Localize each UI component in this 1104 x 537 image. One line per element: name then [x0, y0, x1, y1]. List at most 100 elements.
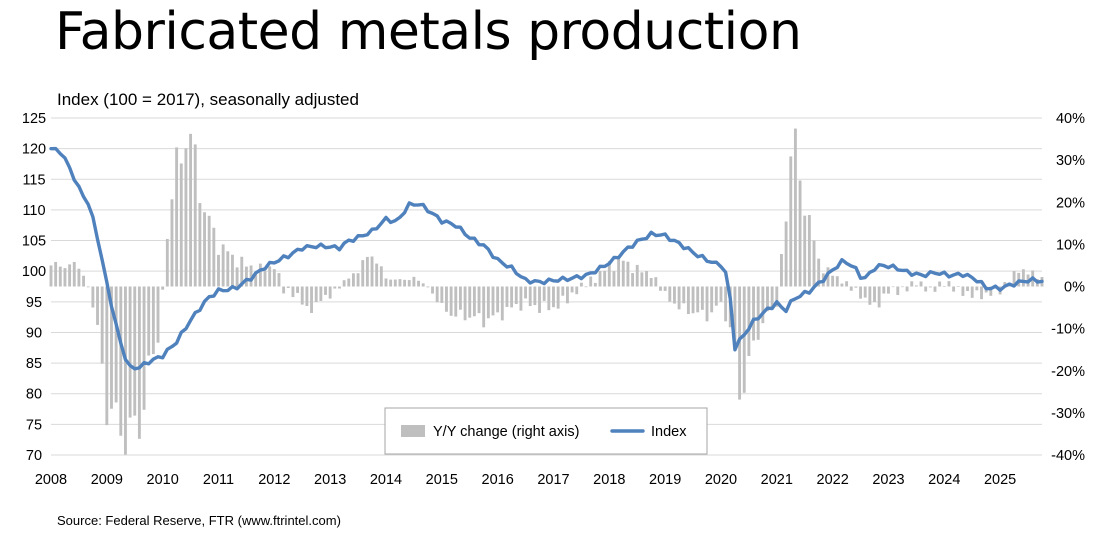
yoy-bar — [589, 276, 593, 287]
x-axis-tick-label: 2010 — [147, 472, 179, 488]
yoy-bar — [607, 261, 611, 287]
yoy-bar — [859, 286, 862, 299]
yoy-bar — [124, 286, 127, 455]
yoy-bar — [891, 286, 895, 288]
yoy-bar — [403, 279, 407, 287]
right-axis-tick-label: 40% — [1056, 111, 1085, 127]
yoy-bar — [900, 286, 904, 288]
yoy-bar — [472, 286, 476, 317]
yoy-bar — [733, 286, 737, 351]
yoy-bar — [351, 273, 355, 287]
chart-source: Source: Federal Reserve, FTR (www.ftrint… — [57, 513, 341, 528]
right-axis-tick-label: 0% — [1064, 280, 1085, 296]
right-axis-ticks: 40% 30% 20% 10% 0% -10% -20% -30% -40% — [1051, 111, 1085, 464]
yoy-bar — [412, 276, 416, 287]
yoy-bar — [389, 279, 393, 287]
left-axis-tick-label: 85 — [26, 356, 42, 372]
x-axis-tick-label: 2024 — [928, 472, 960, 488]
yoy-bar — [296, 286, 300, 293]
left-axis-tick-label: 115 — [22, 172, 45, 188]
yoy-bar — [96, 286, 99, 325]
yoy-bar — [240, 256, 244, 287]
yoy-bar — [714, 286, 718, 306]
yoy-bar — [868, 286, 872, 305]
yoy-bar — [910, 281, 914, 287]
yoy-bar — [798, 180, 802, 287]
yoy-bar — [961, 286, 965, 296]
yoy-bar — [752, 286, 755, 341]
left-axis-tick-label: 110 — [22, 203, 45, 219]
yoy-bar — [435, 286, 439, 303]
yoy-bar — [286, 286, 290, 288]
yoy-bar — [398, 279, 402, 287]
left-axis-tick-label: 80 — [26, 387, 42, 403]
yoy-bar — [119, 286, 123, 436]
legend-frame — [384, 407, 708, 455]
yoy-bar — [747, 286, 751, 357]
yoy-bar — [887, 286, 890, 294]
gridlines — [51, 117, 1042, 456]
yoy-bar — [91, 286, 95, 308]
yoy-bar — [463, 286, 467, 321]
yoy-bar — [365, 256, 369, 287]
yoy-bar — [989, 286, 993, 296]
yoy-bar — [854, 286, 858, 288]
yoy-bar — [640, 272, 644, 287]
yoy-bar — [914, 285, 918, 287]
yoy-bar — [375, 263, 379, 287]
yoy-bar — [142, 286, 146, 410]
yoy-bar — [440, 286, 444, 303]
yoy-bar — [896, 286, 900, 296]
left-axis-tick-label: 125 — [22, 111, 46, 127]
yoy-bar — [970, 286, 974, 298]
yoy-bar — [877, 286, 881, 308]
yoy-bar — [63, 268, 67, 287]
legend-line-label: Index — [651, 424, 687, 440]
yoy-bar — [328, 286, 332, 299]
yoy-bar — [393, 279, 397, 287]
yoy-bar — [766, 286, 769, 312]
yoy-bar — [817, 258, 821, 287]
yoy-bar — [333, 286, 337, 289]
yoy-bar — [952, 286, 956, 292]
x-axis-tick-label: 2017 — [537, 472, 569, 488]
yoy-bar — [137, 286, 141, 439]
yoy-bar — [938, 281, 942, 287]
yoy-bar — [491, 286, 495, 316]
x-axis-tick-label: 2009 — [91, 472, 123, 488]
x-axis-tick-label: 2011 — [203, 472, 234, 488]
legend-bar-swatch — [401, 425, 425, 437]
yoy-bar — [1021, 269, 1025, 287]
yoy-bar — [882, 286, 886, 294]
yoy-bar — [919, 281, 923, 287]
yoy-bar — [621, 260, 625, 287]
yoy-bar — [193, 144, 197, 287]
yoy-bar — [863, 286, 867, 298]
yoy-bar — [314, 286, 318, 302]
yoy-bar — [933, 286, 937, 292]
yoy-bar — [226, 251, 230, 287]
yoy-bar — [161, 286, 165, 290]
yoy-bar — [1012, 271, 1016, 287]
yoy-bar — [249, 265, 253, 287]
x-axis-tick-label: 2015 — [426, 472, 458, 488]
yoy-bar — [184, 148, 188, 287]
yoy-bar — [840, 283, 844, 287]
x-axis-tick-label: 2019 — [649, 472, 681, 488]
x-axis-ticks: 2008 2009 2010 2011 2012 2013 2014 2015 2016 2017… — [35, 472, 1016, 488]
yoy-bar — [538, 286, 541, 313]
yoy-bar — [379, 266, 383, 287]
yoy-bar — [156, 286, 160, 343]
yoy-bar — [905, 286, 909, 292]
yoy-bar — [547, 286, 551, 311]
yoy-bar — [575, 286, 579, 295]
yoy-bar — [659, 286, 662, 291]
yoy-bar — [105, 286, 109, 426]
yoy-bar — [77, 268, 81, 287]
yoy-bar — [231, 254, 234, 287]
yoy-bar — [347, 278, 351, 287]
yoy-bar — [566, 286, 569, 304]
x-axis-tick-label: 2012 — [258, 472, 290, 488]
yoy-bar — [263, 270, 267, 287]
legend: Y/Y change (right axis) Index — [384, 407, 708, 455]
